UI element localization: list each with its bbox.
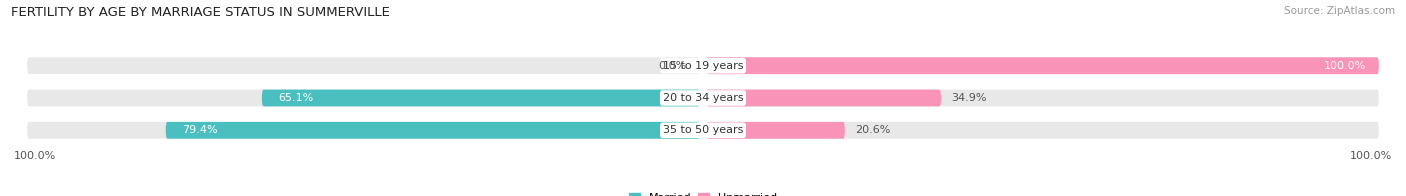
- FancyBboxPatch shape: [706, 57, 1379, 74]
- FancyBboxPatch shape: [166, 122, 700, 139]
- Text: 100.0%: 100.0%: [1350, 151, 1392, 161]
- FancyBboxPatch shape: [706, 122, 1379, 139]
- Text: 20 to 34 years: 20 to 34 years: [662, 93, 744, 103]
- FancyBboxPatch shape: [706, 90, 1379, 106]
- Text: 34.9%: 34.9%: [950, 93, 987, 103]
- Text: 35 to 50 years: 35 to 50 years: [662, 125, 744, 135]
- FancyBboxPatch shape: [706, 90, 941, 106]
- Text: Source: ZipAtlas.com: Source: ZipAtlas.com: [1284, 6, 1395, 16]
- Text: 15 to 19 years: 15 to 19 years: [662, 61, 744, 71]
- FancyBboxPatch shape: [27, 90, 700, 106]
- Text: FERTILITY BY AGE BY MARRIAGE STATUS IN SUMMERVILLE: FERTILITY BY AGE BY MARRIAGE STATUS IN S…: [11, 6, 389, 19]
- FancyBboxPatch shape: [27, 122, 700, 139]
- Text: 20.6%: 20.6%: [855, 125, 890, 135]
- Text: 79.4%: 79.4%: [183, 125, 218, 135]
- Text: 100.0%: 100.0%: [1323, 61, 1365, 71]
- FancyBboxPatch shape: [706, 122, 845, 139]
- FancyBboxPatch shape: [262, 90, 700, 106]
- FancyBboxPatch shape: [27, 57, 700, 74]
- Legend: Married, Unmarried: Married, Unmarried: [624, 188, 782, 196]
- FancyBboxPatch shape: [706, 57, 1379, 74]
- Text: 65.1%: 65.1%: [278, 93, 314, 103]
- Text: 0.0%: 0.0%: [658, 61, 686, 71]
- Text: 100.0%: 100.0%: [14, 151, 56, 161]
